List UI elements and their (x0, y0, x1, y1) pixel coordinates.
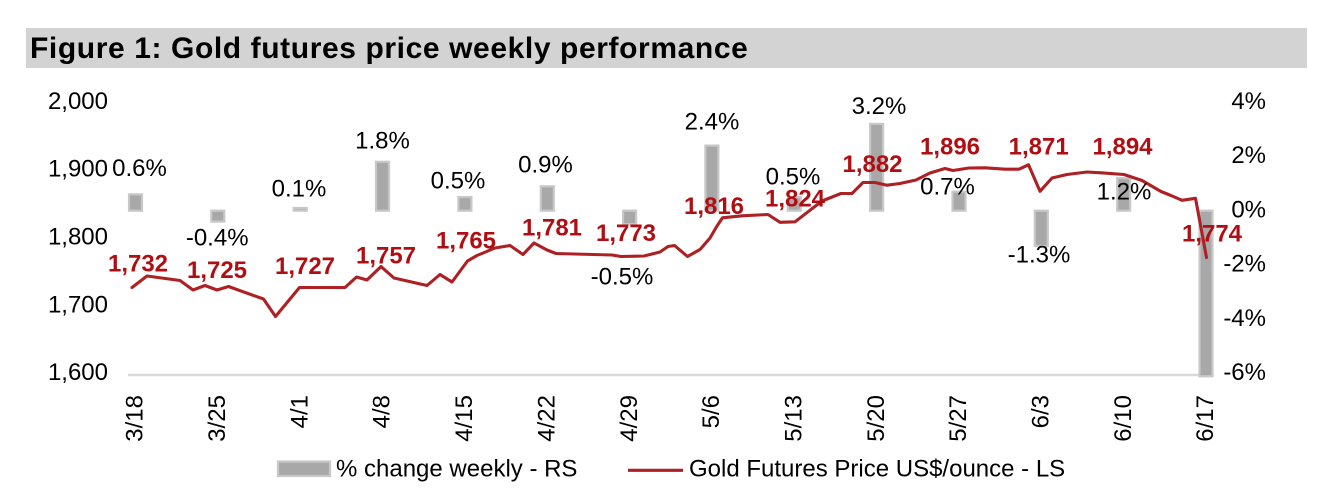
svg-text:-2%: -2% (1223, 251, 1266, 278)
svg-text:1,824: 1,824 (765, 186, 826, 213)
svg-text:3/25: 3/25 (204, 395, 231, 442)
svg-text:1,732: 1,732 (108, 251, 168, 278)
svg-text:0%: 0% (1231, 196, 1266, 223)
svg-text:-0.5%: -0.5% (591, 264, 654, 291)
svg-text:Gold Futures Price US$/ounce -: Gold Futures Price US$/ounce - LS (689, 456, 1065, 483)
svg-text:1,727: 1,727 (275, 253, 335, 280)
svg-text:3.2%: 3.2% (852, 93, 907, 120)
svg-text:4/8: 4/8 (369, 395, 396, 428)
svg-text:1.2%: 1.2% (1097, 179, 1152, 206)
svg-text:1,774: 1,774 (1182, 221, 1243, 248)
svg-text:1.8%: 1.8% (355, 127, 410, 154)
svg-text:1,896: 1,896 (920, 134, 980, 161)
svg-text:0.9%: 0.9% (518, 152, 573, 179)
svg-text:1,900: 1,900 (48, 156, 108, 183)
svg-text:0.1%: 0.1% (272, 175, 327, 202)
svg-text:1,773: 1,773 (596, 220, 656, 247)
svg-text:0.6%: 0.6% (112, 155, 167, 182)
svg-text:5/27: 5/27 (945, 395, 972, 442)
svg-text:1,700: 1,700 (48, 291, 108, 318)
svg-text:5/20: 5/20 (863, 395, 890, 442)
svg-text:1,816: 1,816 (684, 193, 744, 220)
svg-text:4/1: 4/1 (286, 395, 313, 428)
svg-text:-1.3%: -1.3% (1008, 241, 1071, 268)
svg-text:6/17: 6/17 (1192, 395, 1219, 442)
svg-text:5/6: 5/6 (698, 395, 725, 428)
svg-text:-4%: -4% (1223, 305, 1266, 332)
svg-text:6/3: 6/3 (1028, 395, 1055, 428)
svg-text:6/10: 6/10 (1110, 395, 1137, 442)
svg-text:2.4%: 2.4% (685, 109, 740, 136)
svg-text:% change weekly - RS: % change weekly - RS (336, 456, 577, 483)
svg-text:3/18: 3/18 (122, 395, 149, 442)
svg-text:0.5%: 0.5% (766, 163, 821, 190)
svg-text:1,757: 1,757 (356, 243, 416, 270)
svg-text:Figure 1: Gold futures price w: Figure 1: Gold futures price weekly perf… (30, 32, 748, 65)
svg-text:-0.4%: -0.4% (186, 224, 249, 251)
svg-text:1,894: 1,894 (1092, 134, 1153, 161)
svg-text:0.7%: 0.7% (920, 173, 975, 200)
svg-text:4/15: 4/15 (451, 395, 478, 442)
svg-text:4%: 4% (1231, 88, 1266, 115)
svg-text:1,725: 1,725 (187, 257, 247, 284)
svg-text:4/29: 4/29 (616, 395, 643, 442)
svg-text:1,800: 1,800 (48, 224, 108, 251)
svg-text:0.5%: 0.5% (431, 168, 486, 195)
svg-text:4/22: 4/22 (534, 395, 561, 442)
svg-text:1,781: 1,781 (522, 215, 582, 242)
svg-text:2%: 2% (1231, 142, 1266, 169)
svg-text:2,000: 2,000 (48, 88, 108, 115)
svg-text:1,765: 1,765 (436, 228, 496, 255)
svg-text:-6%: -6% (1223, 359, 1266, 386)
svg-text:1,600: 1,600 (48, 359, 108, 386)
svg-text:1,882: 1,882 (842, 151, 902, 178)
svg-text:5/13: 5/13 (781, 395, 808, 442)
svg-text:1,871: 1,871 (1009, 134, 1069, 161)
